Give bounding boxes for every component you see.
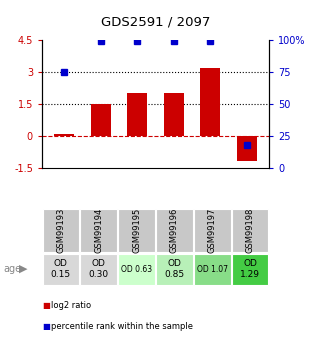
Text: OD 1.07: OD 1.07 (197, 265, 228, 274)
Text: percentile rank within the sample: percentile rank within the sample (51, 322, 193, 331)
Text: ▶: ▶ (19, 264, 28, 274)
Text: OD
0.15: OD 0.15 (51, 259, 71, 279)
Text: GSM99194: GSM99194 (94, 208, 103, 253)
Text: OD
0.85: OD 0.85 (164, 259, 184, 279)
Bar (54, 134, 74, 136)
Text: log2 ratio: log2 ratio (51, 301, 91, 310)
Bar (127, 93, 147, 136)
Text: GSM99197: GSM99197 (208, 208, 217, 253)
Text: GSM99195: GSM99195 (132, 208, 141, 253)
Text: ■: ■ (42, 322, 50, 331)
Bar (164, 93, 184, 136)
Text: ■: ■ (42, 301, 50, 310)
Text: OD
1.29: OD 1.29 (240, 259, 260, 279)
Text: age: age (3, 264, 21, 274)
Bar (91, 104, 111, 136)
Bar (200, 68, 220, 136)
Text: GSM99196: GSM99196 (170, 208, 179, 253)
Text: GSM99193: GSM99193 (56, 208, 65, 253)
Text: GDS2591 / 2097: GDS2591 / 2097 (101, 16, 210, 29)
Text: OD
0.30: OD 0.30 (89, 259, 109, 279)
Bar (237, 136, 257, 161)
Text: OD 0.63: OD 0.63 (121, 265, 152, 274)
Text: GSM99198: GSM99198 (246, 208, 255, 253)
